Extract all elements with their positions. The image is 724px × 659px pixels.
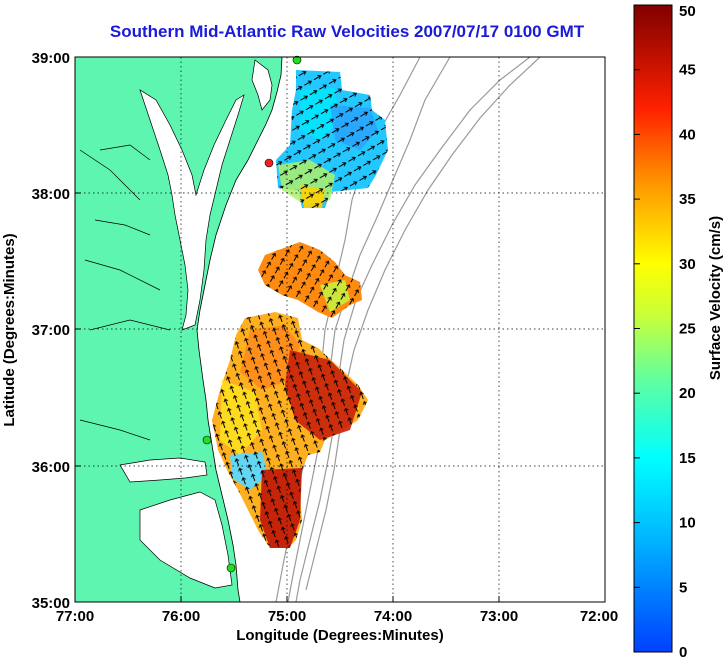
station-marker[interactable]	[292, 55, 302, 65]
y-tick-label: 39:00	[32, 50, 70, 67]
station-marker[interactable]	[264, 158, 274, 168]
x-tick-label: 74:00	[374, 608, 412, 625]
colorbar-tick-label: 5	[679, 579, 687, 596]
rivers	[79, 144, 171, 441]
x-tick-label: 73:00	[480, 608, 518, 625]
colorbar-ticks: 0 5 10 15 20 25 30 35 40 45 50	[634, 3, 696, 659]
colorbar-tick-label: 50	[679, 3, 696, 20]
colorbar-tick-label: 40	[679, 126, 696, 143]
x-axis-label: Longitude (Degrees:Minutes)	[236, 627, 444, 644]
colorbar	[633, 4, 673, 653]
colorbar-tick-label: 45	[679, 62, 696, 79]
velocity-field	[212, 70, 388, 548]
axis-tick-marks	[75, 192, 500, 602]
y-tick-label: 35:00	[32, 595, 70, 612]
colorbar-tick-label: 20	[679, 385, 696, 402]
x-tick-label: 76:00	[162, 608, 200, 625]
x-tick-label: 72:00	[580, 608, 618, 625]
colorbar-label: Surface Velocity (cm/s)	[707, 216, 724, 380]
albemarle-sound	[119, 457, 208, 483]
colorbar-tick-label: 15	[679, 450, 696, 467]
y-tick-label: 36:00	[32, 459, 70, 476]
station-marker[interactable]	[226, 563, 236, 573]
colorbar-tick-label: 30	[679, 256, 696, 273]
delaware-bay	[251, 59, 273, 111]
y-tick-label: 38:00	[32, 186, 70, 203]
y-axis-label: Latitude (Degrees:Minutes)	[1, 233, 18, 426]
y-tick-label: 37:00	[32, 322, 70, 339]
x-tick-label: 77:00	[56, 608, 94, 625]
colorbar-tick-label: 25	[679, 321, 696, 338]
map-grid	[75, 57, 605, 602]
colorbar-tick-label: 0	[679, 644, 687, 659]
chesapeake-bay	[139, 89, 245, 331]
colorbar-tick-label: 35	[679, 191, 696, 208]
x-tick-label: 75:00	[268, 608, 306, 625]
station-marker[interactable]	[202, 435, 212, 445]
colorbar-tick-label: 10	[679, 515, 696, 532]
map-title: Southern Mid-Atlantic Raw Velocities 200…	[109, 22, 585, 41]
